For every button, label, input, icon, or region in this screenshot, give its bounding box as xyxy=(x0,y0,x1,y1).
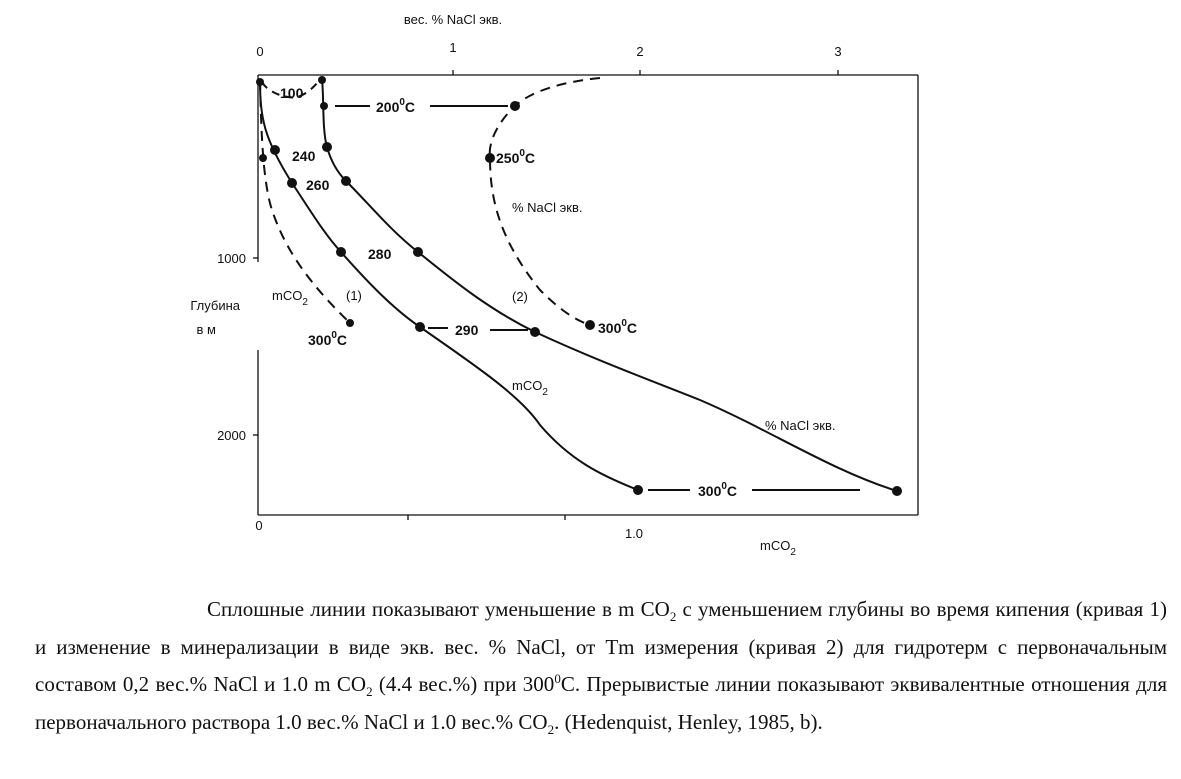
label: 3000C xyxy=(698,481,737,499)
left-axis-title: Глубина xyxy=(190,298,240,313)
tick-label: 2000 xyxy=(217,428,246,443)
text-part: C xyxy=(727,483,737,499)
label: 280 xyxy=(368,246,392,262)
tick-label: 2 xyxy=(636,44,643,59)
figure: вес. % NaCl экв. 0 1 2 3 1000 2000 Глуби… xyxy=(190,12,919,558)
text-part: 0 xyxy=(621,318,627,329)
text-part: 0 xyxy=(331,330,337,341)
caption-text: (4.4 вес.%) при 300 xyxy=(372,672,555,697)
left-axis-title: в м xyxy=(197,322,217,337)
text-part: 200 xyxy=(376,99,400,115)
caption: Сплошные линии показывают уменьшение в m… xyxy=(35,594,1167,746)
caption-text: 0 xyxy=(554,671,561,687)
top-axis-title: вес. % NaCl экв. xyxy=(404,12,502,27)
bottom-axis-title: mCO2 xyxy=(760,538,796,558)
text-part: 2 xyxy=(790,547,796,558)
tick-label: 0 xyxy=(256,44,263,59)
text-part: 0 xyxy=(519,148,525,159)
caption-text: 2 xyxy=(669,609,677,625)
tick-label: 1000 xyxy=(217,251,246,266)
text-part: mCO xyxy=(272,288,302,303)
points xyxy=(256,76,902,496)
text-part: C xyxy=(525,150,535,166)
text-part: 2 xyxy=(302,297,308,308)
label: 3000C xyxy=(308,330,347,348)
label: % NaCl экв. xyxy=(765,418,836,433)
label: % NaCl экв. xyxy=(512,200,583,215)
text-part: C xyxy=(627,320,637,336)
tick-label: 1 xyxy=(449,40,456,55)
label: 100 xyxy=(280,85,304,101)
caption-text: Сплошные линии показывают уменьшение в m… xyxy=(207,597,670,621)
text-part: C xyxy=(405,99,415,115)
text-part: mCO xyxy=(512,378,542,393)
label: mCO2 xyxy=(272,288,308,308)
tick-label: 0 xyxy=(255,518,262,533)
caption-text: с уменьшением глубины во время кипения (… xyxy=(35,597,1167,697)
text-part: 250 xyxy=(496,150,520,166)
caption-text: 2 xyxy=(547,722,555,738)
label: 2500C xyxy=(496,148,535,166)
frame xyxy=(253,70,919,520)
label: 2000C xyxy=(376,97,415,115)
text-part: 0 xyxy=(721,481,727,492)
caption-text: C. Прерывистые линии показывают эквивале… xyxy=(35,672,1167,735)
text-part: 300 xyxy=(598,320,622,336)
label: 290 xyxy=(455,322,479,338)
label: 3000C xyxy=(598,318,637,336)
label: 240 xyxy=(292,148,316,164)
tick-label: 1.0 xyxy=(625,526,643,541)
tick-label: 3 xyxy=(834,44,841,59)
caption-text: 2 xyxy=(366,684,373,700)
text-part: C xyxy=(337,332,347,348)
label: mCO2 xyxy=(512,378,548,398)
text-part: 300 xyxy=(308,332,332,348)
label: (2) xyxy=(512,289,528,304)
label: (1) xyxy=(346,288,362,303)
caption-text: . (Hedenquist, Henley, 1985, b). xyxy=(554,710,823,735)
text-part: 0 xyxy=(399,97,405,108)
text-part: 300 xyxy=(698,483,722,499)
text-part: 2 xyxy=(542,387,548,398)
text-part: mCO xyxy=(760,538,790,553)
label: 260 xyxy=(306,177,330,193)
